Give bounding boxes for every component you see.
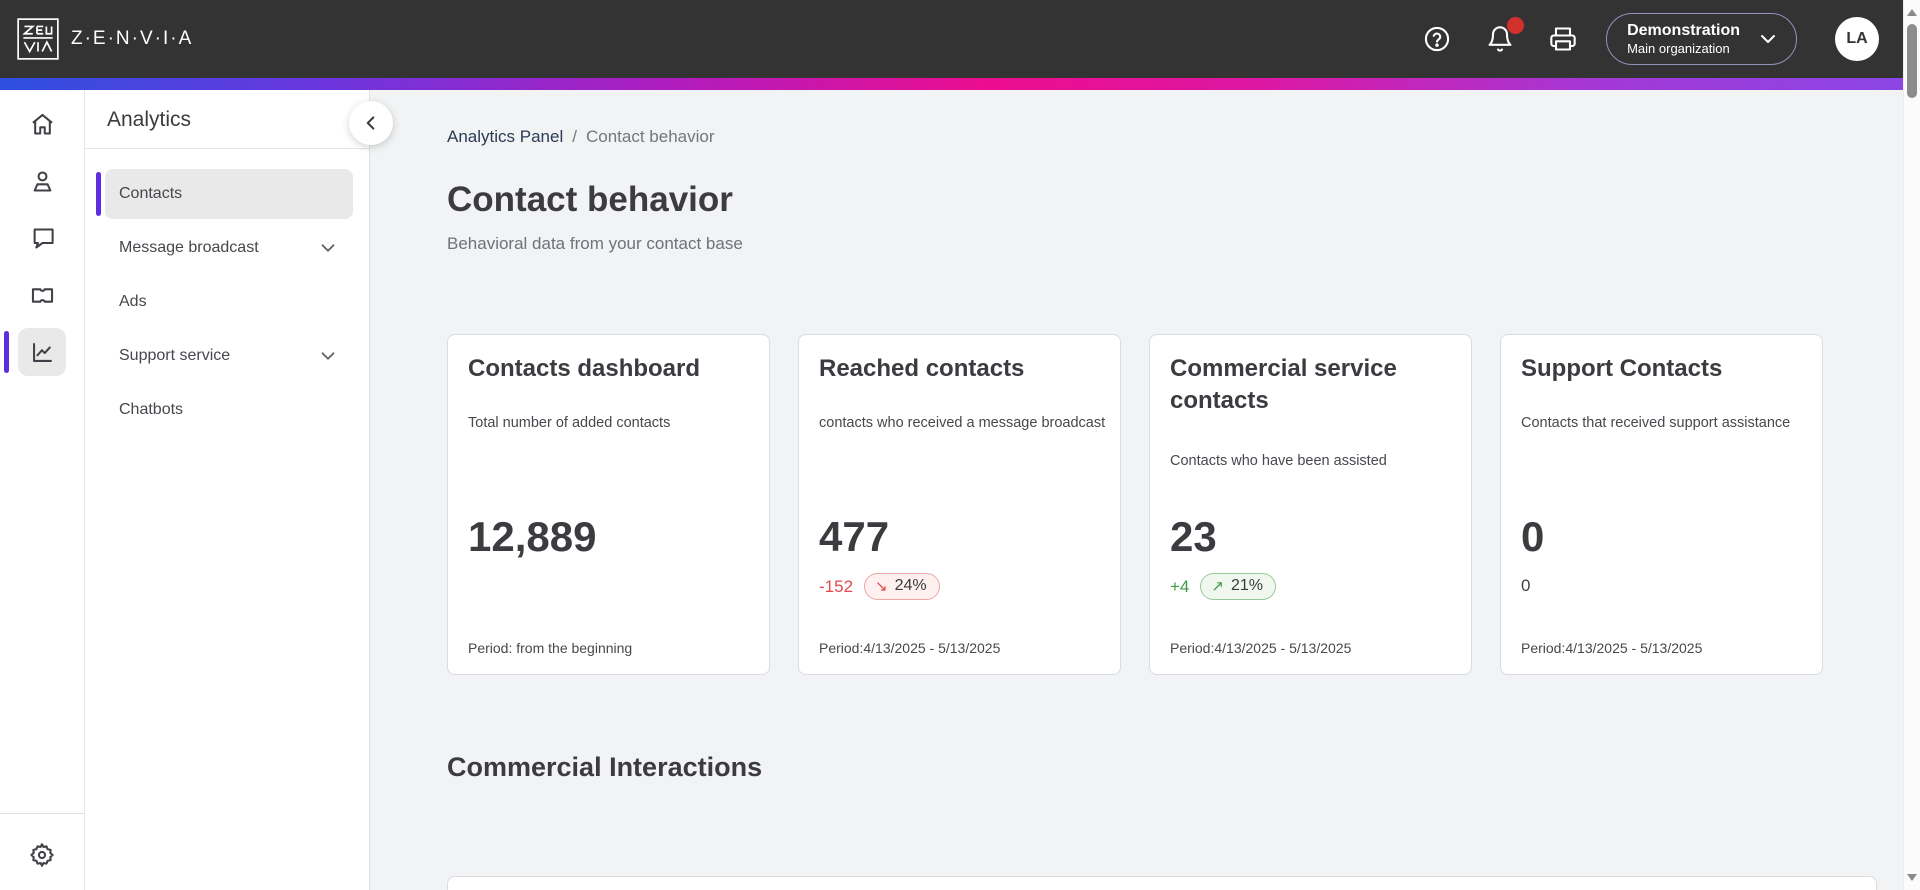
card-description: Contacts who have been assisted: [1170, 453, 1387, 469]
card-description: contacts who received a message broadcas…: [819, 415, 1106, 431]
chevron-down-icon: [317, 237, 339, 259]
panel-divider: [85, 148, 369, 149]
menu-item-label: Chatbots: [119, 401, 184, 418]
zenvia-logo-icon[interactable]: [15, 16, 61, 62]
chevron-down-icon: [1756, 27, 1780, 51]
scroll-up-arrow[interactable]: [1907, 9, 1917, 16]
trend-down-arrow-icon: ↘: [875, 578, 888, 595]
organization-switcher[interactable]: Demonstration Main organization: [1606, 13, 1797, 65]
sidebar-item-tickets[interactable]: [18, 271, 66, 319]
breadcrumb: Analytics Panel / Contact behavior: [447, 127, 1903, 147]
sidebar-item-conversations[interactable]: [18, 214, 66, 262]
trend-badge-negative: ↘ 24%: [864, 573, 940, 600]
top-bar: Z·E·N·V·I·A Demonstratio: [0, 0, 1903, 78]
active-indicator: [96, 172, 101, 216]
accent-gradient-bar: [0, 78, 1903, 90]
notification-badge: [1507, 17, 1525, 34]
active-indicator: [4, 331, 9, 373]
card-period: Period: from the beginning: [468, 640, 633, 656]
breadcrumb-separator: /: [572, 127, 577, 146]
chevron-down-icon: [317, 345, 339, 367]
analytics-submenu-panel: Analytics Contacts Message broadcast Ads…: [85, 90, 370, 890]
help-icon[interactable]: [1422, 24, 1452, 54]
trend-up-arrow-icon: ↗: [1211, 578, 1224, 595]
trend-percent: 21%: [1230, 577, 1263, 594]
card-trend-row: +4 ↗ 21%: [1170, 573, 1276, 600]
card-support-contacts: Support Contacts Contacts that received …: [1500, 334, 1823, 675]
vertical-scrollbar[interactable]: [1903, 0, 1920, 890]
card-secondary-value: 0: [1521, 576, 1531, 595]
card-period: Period:4/13/2025 - 5/13/2025: [1521, 640, 1703, 656]
menu-item-message-broadcast[interactable]: Message broadcast: [105, 223, 353, 273]
trend-percent: 24%: [894, 577, 927, 594]
card-description: Total number of added contacts: [468, 415, 671, 431]
menu-item-label: Contacts: [119, 185, 183, 202]
card-contacts-dashboard: Contacts dashboard Total number of added…: [447, 334, 770, 675]
commercial-interactions-card: [447, 876, 1877, 890]
breadcrumb-current: Contact behavior: [585, 127, 715, 146]
card-commercial-service-contacts: Commercial service contacts Contacts who…: [1149, 334, 1472, 675]
scrollbar-thumb[interactable]: [1907, 24, 1917, 98]
sidebar-item-contacts[interactable]: [18, 157, 66, 205]
delta-value: -152: [819, 576, 854, 596]
sidebar-item-analytics[interactable]: [4, 328, 66, 376]
trend-badge-positive: ↗ 21%: [1200, 573, 1276, 600]
scroll-down-arrow[interactable]: [1907, 874, 1917, 881]
menu-item-ads[interactable]: Ads: [105, 277, 353, 327]
card-title: Commercial service contacts: [1170, 355, 1397, 414]
bell-icon[interactable]: [1485, 17, 1525, 54]
card-title: Reached contacts: [819, 355, 1025, 382]
delta-value: +4: [1170, 576, 1190, 596]
menu-item-label: Support service: [119, 347, 231, 364]
settings-gear-icon[interactable]: [18, 831, 66, 879]
breadcrumb-analytics-panel[interactable]: Analytics Panel: [447, 127, 564, 146]
menu-item-chatbots[interactable]: Chatbots: [105, 385, 353, 435]
card-title: Contacts dashboard: [468, 355, 701, 382]
card-value: 23: [1170, 513, 1217, 560]
printer-icon[interactable]: [1548, 24, 1578, 54]
panel-title: Analytics: [107, 108, 192, 131]
organization-subtitle: Main organization: [1627, 40, 1730, 56]
card-value: 0: [1521, 513, 1545, 560]
brand-wordmark: Z·E·N·V·I·A: [71, 28, 194, 49]
main-content: Analytics Panel / Contact behavior Conta…: [370, 90, 1903, 890]
sidebar-item-home[interactable]: [18, 100, 66, 148]
card-value: 12,889: [468, 513, 597, 560]
page-title: Contact behavior: [447, 180, 733, 219]
card-reached-contacts: Reached contacts contacts who received a…: [798, 334, 1121, 675]
organization-name: Demonstration: [1627, 21, 1740, 39]
menu-item-label: Message broadcast: [119, 239, 259, 256]
rail-divider: [0, 813, 84, 814]
section-title-commercial-interactions: Commercial Interactions: [447, 752, 763, 782]
card-trend-row: -152 ↘ 24%: [819, 573, 940, 600]
icon-rail: [0, 90, 85, 890]
card-value: 477: [819, 513, 890, 560]
sidebar-collapse-button[interactable]: [349, 101, 393, 145]
menu-item-support-service[interactable]: Support service: [105, 331, 353, 381]
menu-item-contacts[interactable]: Contacts: [96, 169, 353, 219]
card-period: Period:4/13/2025 - 5/13/2025: [1170, 640, 1352, 656]
kpi-cards-row: Contacts dashboard Total number of added…: [447, 334, 1903, 675]
card-title: Support Contacts: [1521, 355, 1723, 382]
card-description: Contacts that received support assistanc…: [1521, 415, 1791, 431]
card-period: Period:4/13/2025 - 5/13/2025: [819, 640, 1001, 656]
page-subtitle: Behavioral data from your contact base: [447, 234, 743, 253]
user-avatar[interactable]: LA: [1835, 17, 1879, 61]
menu-item-label: Ads: [119, 293, 147, 310]
